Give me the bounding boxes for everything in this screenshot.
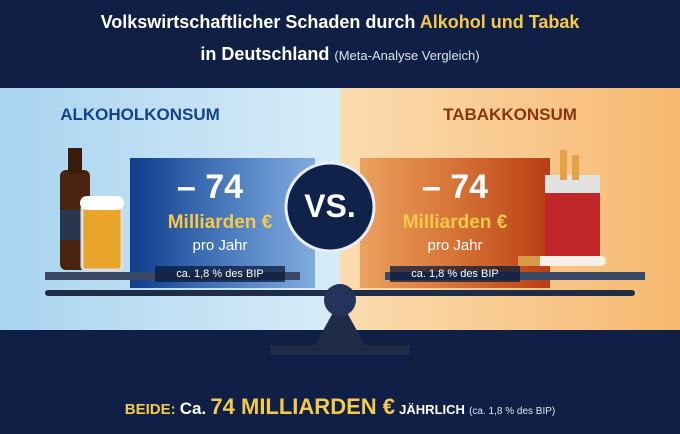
footer-label: BEIDE: bbox=[124, 401, 176, 418]
title: in Deutschland bbox=[200, 44, 330, 64]
gdp-share: ca. 1,8 % des BIP bbox=[155, 266, 285, 282]
footer-period: JÄHRLICH bbox=[399, 402, 465, 417]
title-highlight: Alkohol und Tabak bbox=[419, 12, 580, 32]
amount: – 74 bbox=[176, 168, 244, 206]
footer: BEIDE: Ca. 74 MILLIARDEN € JÄHRLICH (ca.… bbox=[0, 394, 680, 420]
panel-heading: TABAKKONSUM bbox=[443, 105, 577, 124]
title-line-1: Volkswirtschaftlicher Schaden durch Alko… bbox=[0, 12, 680, 33]
unit: Milliarden € bbox=[167, 212, 273, 233]
amount: – 74 bbox=[421, 168, 489, 206]
panel-heading: ALKOHOLKONSUM bbox=[60, 105, 220, 124]
period: pro Jahr bbox=[427, 237, 483, 254]
period: pro Jahr bbox=[192, 237, 248, 254]
title-note: (Meta-Analyse Vergleich) bbox=[334, 48, 480, 63]
footer-prefix: Ca. bbox=[179, 399, 207, 418]
footer-amount: 74 MILLIARDEN € bbox=[210, 394, 395, 419]
unit: Milliarden € bbox=[402, 212, 508, 233]
versus: VS. bbox=[304, 188, 356, 224]
gdp-share: ca. 1,8 % des BIP bbox=[390, 266, 520, 282]
footer-note: (ca. 1,8 % des BIP) bbox=[469, 406, 556, 417]
title: Volkswirtschaftlicher Schaden durch bbox=[100, 12, 416, 32]
title-line-2: in Deutschland (Meta-Analyse Vergleich) bbox=[0, 44, 680, 65]
